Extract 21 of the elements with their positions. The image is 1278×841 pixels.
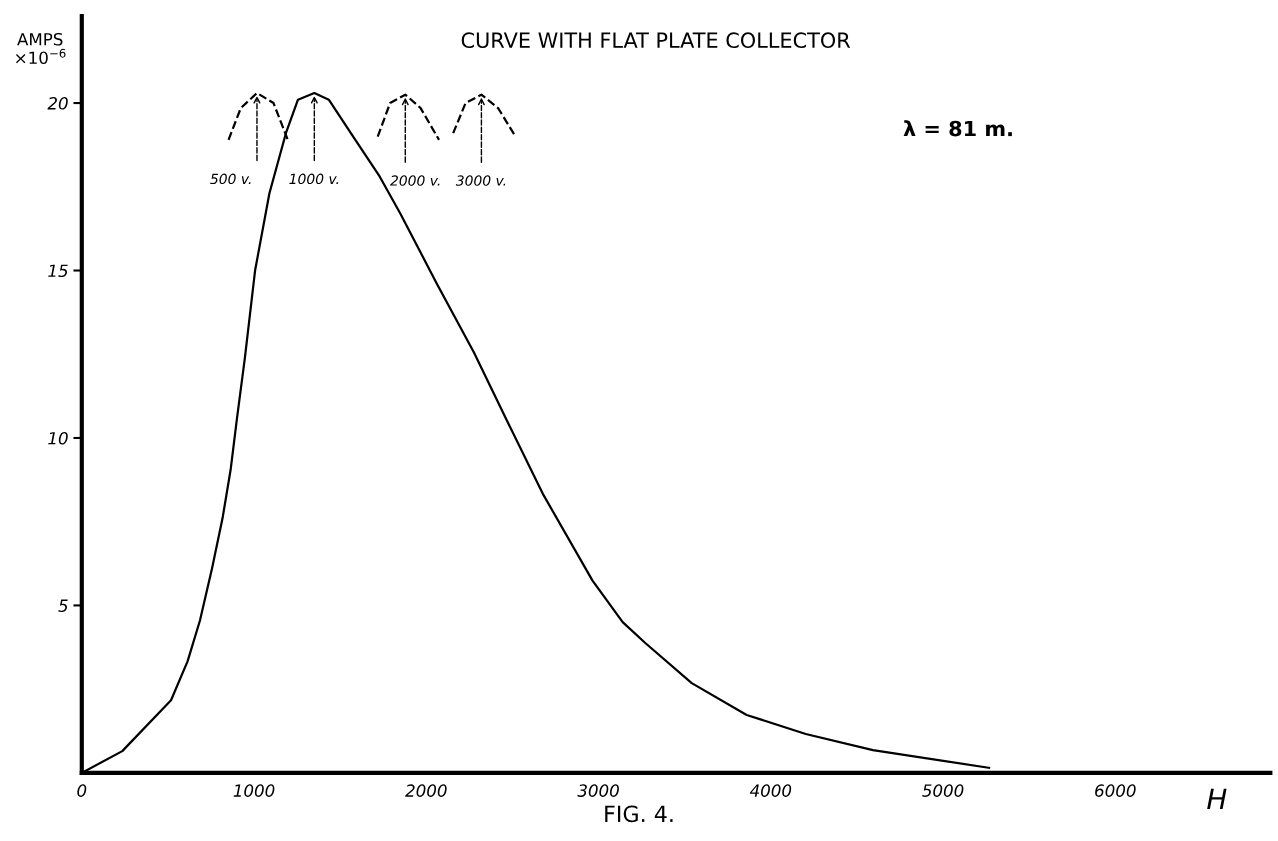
- text: CURVE WITH FLAT PLATE COLLECTOR: [461, 32, 851, 49]
- caption: FIG. 4.: [605, 805, 673, 823]
- y-tick-label: 5: [58, 599, 68, 612]
- x-tick-label: 1000: [233, 784, 275, 797]
- x-tick-label: 3000: [577, 784, 619, 797]
- annotation: λ = 81 m.: [903, 120, 1012, 137]
- annotation: 3000 v.: [455, 175, 506, 186]
- y-axis-title: AMPS ×10$^{−6}$: [15, 32, 66, 65]
- x-tick-label: 4000: [749, 784, 792, 797]
- line-series: [376, 93, 441, 142]
- y-tick-label: 15: [48, 264, 68, 278]
- y-tick-label: 10: [48, 431, 68, 445]
- x-tick-label: 5000: [922, 784, 964, 797]
- x-tick-label: 6000: [1095, 784, 1136, 797]
- annotation: 2000 v.: [390, 175, 440, 186]
- annotation: 500 v.: [210, 173, 251, 185]
- x-tick-label: 2000: [405, 784, 447, 797]
- y-tick-label: 20: [47, 97, 68, 110]
- x-tick-label: 0: [77, 784, 87, 797]
- annotation: 1000 v.: [289, 173, 339, 185]
- x-axis-title: H: [1207, 788, 1227, 810]
